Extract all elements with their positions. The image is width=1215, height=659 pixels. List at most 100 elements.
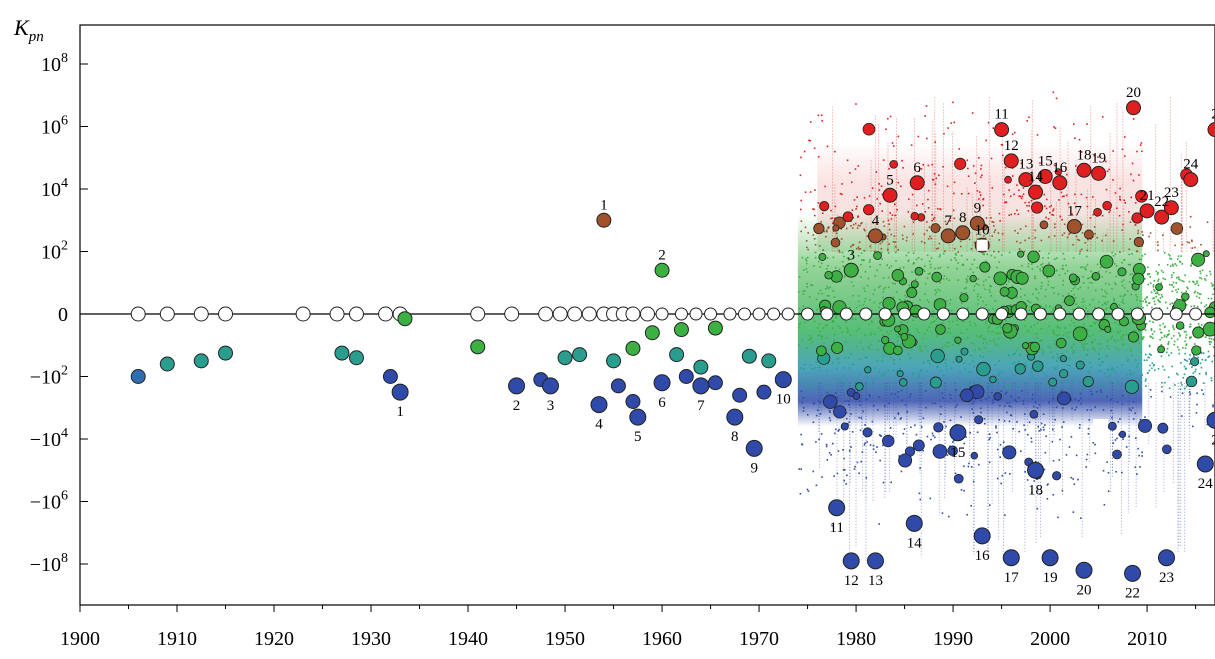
noise-dot bbox=[1092, 334, 1094, 336]
noise-dot bbox=[1201, 302, 1203, 304]
noise-dot bbox=[839, 327, 841, 329]
noise-dot bbox=[908, 198, 910, 200]
scatter-circle bbox=[863, 428, 872, 437]
noise-dot bbox=[940, 413, 942, 415]
noise-dot bbox=[893, 370, 895, 372]
noise-dot bbox=[1014, 132, 1016, 134]
data-point bbox=[558, 351, 572, 365]
noise-dot bbox=[935, 289, 937, 291]
noise-dot bbox=[1066, 454, 1068, 456]
noise-dot bbox=[995, 300, 997, 302]
noise-dot bbox=[999, 213, 1001, 215]
noise-dot bbox=[949, 332, 951, 334]
noise-dot bbox=[1027, 434, 1029, 436]
noise-dot bbox=[970, 324, 972, 326]
noise-dot bbox=[1049, 326, 1051, 328]
noise-dot bbox=[884, 225, 886, 227]
noise-dot bbox=[1118, 332, 1120, 334]
noise-dot bbox=[1104, 373, 1106, 375]
noise-dot bbox=[857, 216, 859, 218]
noise-dot bbox=[1101, 240, 1103, 242]
numbered-label-positive: 8 bbox=[959, 210, 967, 226]
noise-dot bbox=[821, 120, 823, 122]
noise-dot bbox=[1049, 347, 1051, 349]
noise-dot bbox=[1036, 384, 1038, 386]
noise-dot bbox=[974, 259, 976, 261]
noise-dot bbox=[1024, 320, 1026, 322]
noise-dot bbox=[1024, 240, 1026, 242]
noise-dot bbox=[933, 435, 935, 437]
noise-dot bbox=[1171, 302, 1173, 304]
noise-dot bbox=[1153, 284, 1155, 286]
noise-dot bbox=[978, 382, 980, 384]
noise-dot bbox=[807, 232, 809, 234]
noise-dot bbox=[1105, 283, 1107, 285]
noise-dot bbox=[1037, 134, 1039, 136]
noise-dot bbox=[1012, 363, 1014, 365]
noise-dot bbox=[888, 287, 890, 289]
noise-dot bbox=[1057, 327, 1059, 329]
noise-dot bbox=[1196, 392, 1198, 394]
x-tick-label: 1960 bbox=[642, 628, 682, 650]
noise-dot bbox=[832, 321, 834, 323]
noise-dot bbox=[1156, 271, 1158, 273]
noise-dot bbox=[1022, 196, 1024, 198]
numbered-point-negative bbox=[693, 378, 709, 394]
noise-dot bbox=[810, 343, 812, 345]
noise-dot bbox=[1084, 268, 1086, 270]
noise-dot bbox=[899, 299, 901, 301]
noise-dot bbox=[987, 253, 989, 255]
noise-dot bbox=[1106, 396, 1108, 398]
noise-dot bbox=[803, 397, 805, 399]
noise-dot bbox=[1070, 331, 1072, 333]
noise-dot bbox=[1125, 294, 1127, 296]
scatter-circle bbox=[911, 281, 918, 288]
noise-dot bbox=[1182, 347, 1184, 349]
noise-dot bbox=[883, 159, 885, 161]
noise-dot bbox=[1067, 270, 1069, 272]
scatter-circle bbox=[819, 253, 826, 260]
noise-dot bbox=[1210, 341, 1212, 343]
noise-dot bbox=[1102, 295, 1104, 297]
noise-dot bbox=[944, 362, 946, 364]
scatter-circle bbox=[1190, 358, 1198, 366]
noise-dot bbox=[857, 462, 859, 464]
noise-dot bbox=[1031, 368, 1033, 370]
noise-dot bbox=[856, 206, 858, 208]
noise-dot bbox=[1157, 241, 1159, 243]
noise-dot bbox=[1053, 330, 1055, 332]
noise-dot bbox=[873, 302, 875, 304]
noise-dot bbox=[1130, 350, 1132, 352]
noise-dot bbox=[1008, 214, 1010, 216]
noise-dot bbox=[1008, 354, 1010, 356]
noise-dot bbox=[1151, 328, 1153, 330]
noise-dot bbox=[1117, 349, 1119, 351]
noise-dot bbox=[832, 257, 834, 259]
noise-dot bbox=[903, 267, 905, 269]
noise-dot bbox=[1085, 466, 1087, 468]
noise-dot bbox=[879, 434, 881, 436]
noise-dot bbox=[1178, 288, 1180, 290]
noise-dot bbox=[970, 342, 972, 344]
noise-dot bbox=[1057, 325, 1059, 327]
noise-dot bbox=[1074, 325, 1076, 327]
noise-dot bbox=[1010, 415, 1012, 417]
noise-dot bbox=[1106, 271, 1108, 273]
noise-dot bbox=[896, 291, 898, 293]
noise-dot bbox=[966, 514, 968, 516]
noise-dot bbox=[1149, 353, 1151, 355]
scatter-circle bbox=[1134, 237, 1143, 246]
noise-dot bbox=[880, 243, 882, 245]
data-point bbox=[398, 312, 412, 326]
noise-dot bbox=[881, 185, 883, 187]
noise-dot bbox=[1062, 295, 1064, 297]
noise-dot bbox=[957, 404, 959, 406]
noise-dot bbox=[993, 251, 995, 253]
noise-dot bbox=[1080, 267, 1082, 269]
noise-dot bbox=[869, 259, 871, 261]
noise-dot bbox=[864, 444, 866, 446]
noise-dot bbox=[950, 259, 952, 261]
noise-dot bbox=[1081, 194, 1083, 196]
noise-dot bbox=[1206, 275, 1208, 277]
noise-dot bbox=[1078, 400, 1080, 402]
